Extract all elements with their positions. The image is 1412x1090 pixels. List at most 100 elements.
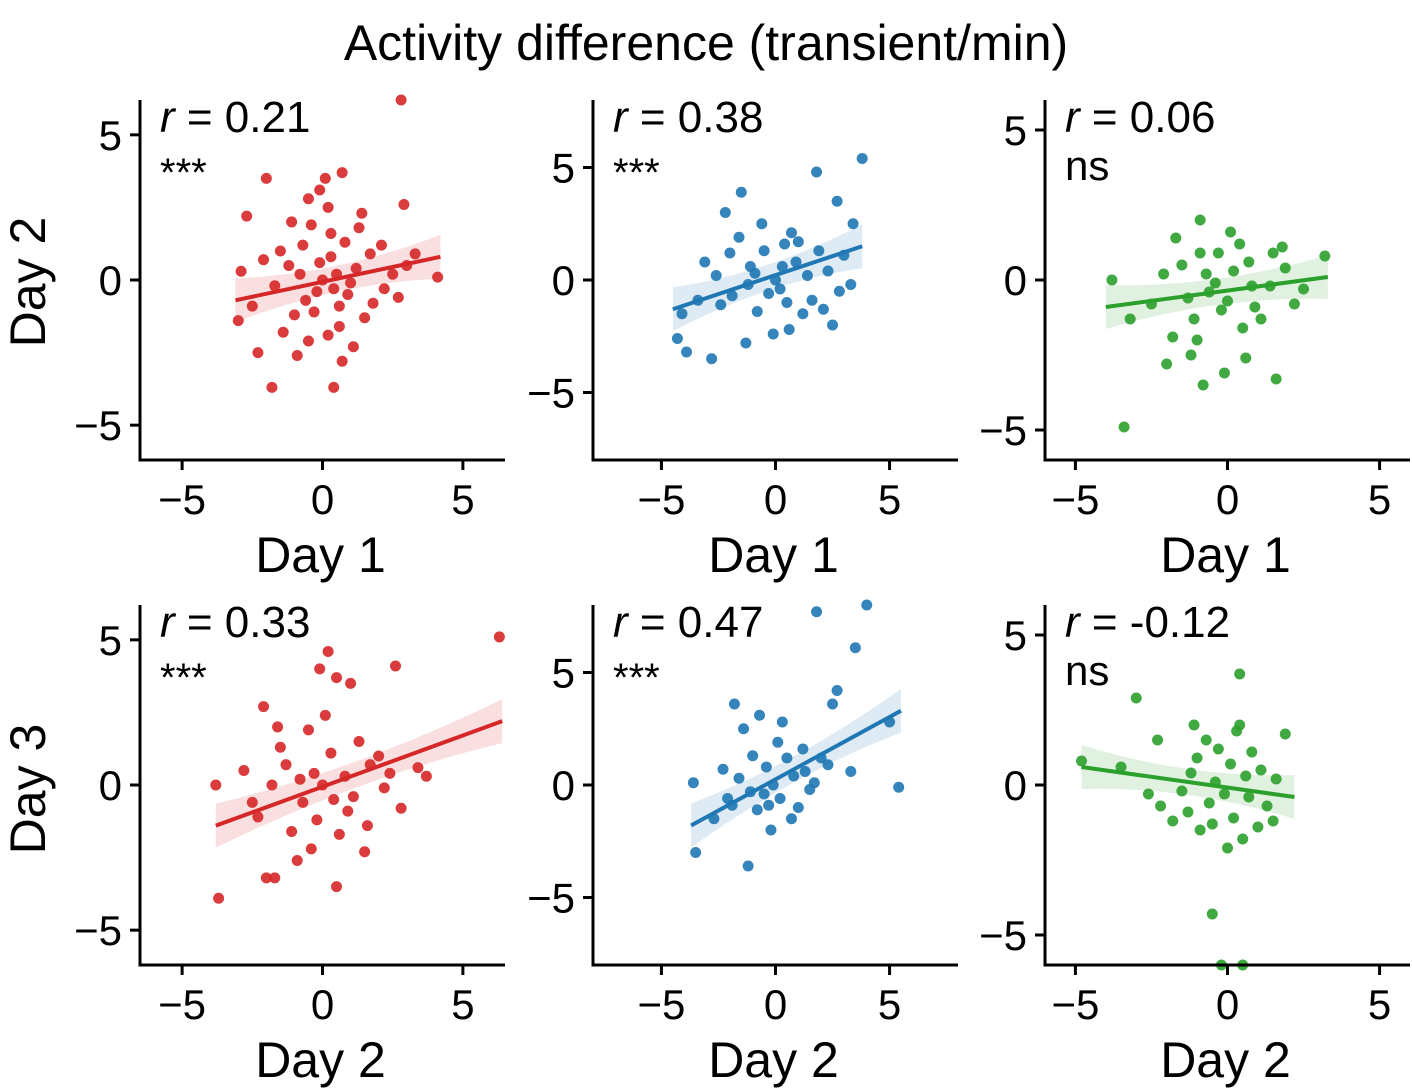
data-point <box>774 283 786 295</box>
regression-line <box>215 719 503 828</box>
correlation-symbol: r <box>160 93 187 142</box>
data-point <box>797 308 809 320</box>
data-point <box>758 245 770 257</box>
data-point <box>822 265 834 277</box>
y-tick-label: −5 <box>527 875 575 922</box>
data-point <box>1240 352 1252 364</box>
data-point <box>1185 349 1197 361</box>
data-point <box>384 767 396 779</box>
correlation-label: r = 0.21 <box>160 93 310 142</box>
data-point <box>756 218 768 230</box>
data-point <box>1118 421 1130 433</box>
data-point <box>831 195 843 207</box>
data-point <box>1246 746 1258 758</box>
significance-label: *** <box>160 656 207 700</box>
data-point <box>1191 752 1203 764</box>
data-point <box>350 262 362 274</box>
correlation-value: = 0.47 <box>640 598 764 647</box>
correlation-symbol: r <box>613 93 640 142</box>
data-point <box>294 773 306 785</box>
significance-label: *** <box>613 151 660 195</box>
y-tick-label: 5 <box>552 650 575 697</box>
data-point <box>1106 274 1118 286</box>
data-point <box>785 813 797 825</box>
regression-line <box>1105 275 1329 309</box>
scatter-panel-row2-col1: −5 0 5 −5 0 5 Day 2 r = 0.33 *** <box>74 598 505 1088</box>
data-point <box>1158 268 1170 280</box>
data-point <box>1155 800 1167 812</box>
data-point <box>1200 268 1212 280</box>
x-tick-label: 0 <box>764 981 787 1028</box>
x-axis-label: Day 2 <box>708 1032 839 1088</box>
data-point <box>311 814 323 826</box>
data-point <box>274 741 286 753</box>
data-point <box>291 349 303 361</box>
data-point <box>308 306 320 318</box>
correlation-label: r = 0.47 <box>613 598 763 647</box>
data-point <box>1255 313 1267 325</box>
data-point <box>260 172 272 184</box>
data-point <box>210 779 222 791</box>
x-axis-label: Day 1 <box>1160 527 1291 583</box>
data-point <box>797 743 809 755</box>
data-point <box>392 291 404 303</box>
data-point <box>241 210 253 222</box>
data-point <box>300 294 312 306</box>
data-point <box>390 660 401 672</box>
data-point <box>740 337 752 349</box>
data-point <box>398 199 410 211</box>
data-point <box>1237 833 1249 845</box>
data-point <box>763 288 775 299</box>
data-point <box>774 793 786 804</box>
data-point <box>747 750 759 762</box>
y-tick-label: 0 <box>99 762 122 809</box>
data-point <box>283 259 295 271</box>
y-tick-label: −5 <box>74 402 122 449</box>
data-point <box>1261 800 1273 812</box>
data-point <box>733 231 745 243</box>
regression-line <box>235 254 441 303</box>
data-point <box>314 184 326 196</box>
data-point <box>367 297 379 309</box>
data-point <box>319 709 331 721</box>
data-point <box>893 781 905 793</box>
data-point <box>353 222 365 234</box>
data-point <box>671 333 683 344</box>
y-tick-label: −5 <box>74 907 122 954</box>
data-point <box>1197 379 1209 391</box>
data-point <box>1225 226 1237 238</box>
data-point <box>258 701 270 713</box>
data-point <box>808 777 820 789</box>
data-point <box>1212 743 1224 755</box>
x-tick-label: −5 <box>1051 981 1099 1028</box>
data-point <box>1267 815 1279 827</box>
correlation-value: = 0.33 <box>187 598 311 647</box>
y-tick-label: 0 <box>552 257 575 304</box>
data-point <box>801 270 813 281</box>
data-point <box>238 764 250 776</box>
data-point <box>1270 773 1282 785</box>
data-point <box>286 825 298 837</box>
data-point <box>311 286 323 298</box>
data-point <box>353 735 365 747</box>
data-point <box>1279 262 1291 274</box>
correlation-symbol: r <box>613 598 640 647</box>
data-point <box>235 265 247 277</box>
data-point <box>378 782 390 794</box>
y-tick-label: 5 <box>552 145 575 192</box>
x-tick-label: 0 <box>311 981 334 1028</box>
data-point <box>1267 247 1279 259</box>
data-point <box>356 207 368 219</box>
correlation-symbol: r <box>1065 93 1092 142</box>
data-point <box>302 193 314 205</box>
x-axis-label: Day 1 <box>708 527 839 583</box>
data-point <box>297 239 309 251</box>
data-point <box>722 793 734 804</box>
data-point <box>347 341 359 353</box>
correlation-symbol: r <box>1065 598 1092 647</box>
data-point <box>1076 755 1087 767</box>
data-point <box>676 308 688 320</box>
data-point <box>699 256 711 268</box>
data-point <box>1203 797 1215 809</box>
